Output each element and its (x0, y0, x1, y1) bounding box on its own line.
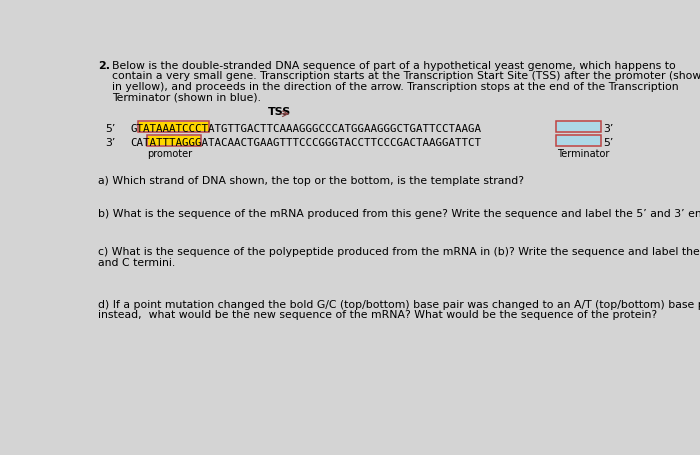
Text: 3’: 3’ (603, 124, 613, 134)
Text: Below is the double-stranded DNA sequence of part of a hypothetical yeast genome: Below is the double-stranded DNA sequenc… (112, 61, 676, 71)
Text: 2.: 2. (98, 61, 111, 71)
Text: contain a very small gene. Transcription starts at the Transcription Start Site : contain a very small gene. Transcription… (112, 71, 700, 81)
Text: b) What is the sequence of the mRNA produced from this gene? Write the sequence : b) What is the sequence of the mRNA prod… (98, 208, 700, 218)
Text: 5’: 5’ (603, 137, 613, 147)
Text: a) Which strand of DNA shown, the top or the bottom, is the template strand?: a) Which strand of DNA shown, the top or… (98, 176, 524, 186)
Text: Terminator: Terminator (557, 148, 609, 158)
Bar (139, 123, 209, 132)
Text: TSS: TSS (268, 107, 291, 117)
Bar (556, 122, 601, 133)
Text: c) What is the sequence of the polypeptide produced from the mRNA in (b)? Write : c) What is the sequence of the polypepti… (98, 247, 700, 257)
Text: 5’: 5’ (105, 124, 116, 134)
Text: in yellow), and proceeds in the direction of the arrow. Transcription stops at t: in yellow), and proceeds in the directio… (112, 81, 679, 91)
Bar (556, 136, 601, 147)
Text: CATATTTAGGGATACAACTGAAGTTTCCCGGGTACCTTCCCGACTAAGGATTCT: CATATTTAGGGATACAACTGAAGTTTCCCGGGTACCTTCC… (130, 137, 481, 147)
Bar (147, 136, 201, 147)
Bar (557, 137, 601, 146)
Bar (148, 137, 199, 146)
Text: and C termini.: and C termini. (98, 257, 176, 267)
Text: GTATAAATCCCTATGTTGACTTCAAAGGGCCCATGGAAGGGCTGATTCCTAAGA: GTATAAATCCCTATGTTGACTTCAAAGGGCCCATGGAAGG… (130, 124, 481, 134)
Text: 3’: 3’ (105, 137, 116, 147)
Bar (557, 123, 601, 132)
Text: promoter: promoter (148, 148, 192, 158)
Bar (138, 122, 209, 133)
Text: Terminator (shown in blue).: Terminator (shown in blue). (112, 92, 261, 102)
Text: instead,  what would be the new sequence of the mRNA? What would be the sequence: instead, what would be the new sequence … (98, 309, 657, 319)
Text: d) If a point mutation changed the bold G/C (top/bottom) base pair was changed t: d) If a point mutation changed the bold … (98, 299, 700, 309)
